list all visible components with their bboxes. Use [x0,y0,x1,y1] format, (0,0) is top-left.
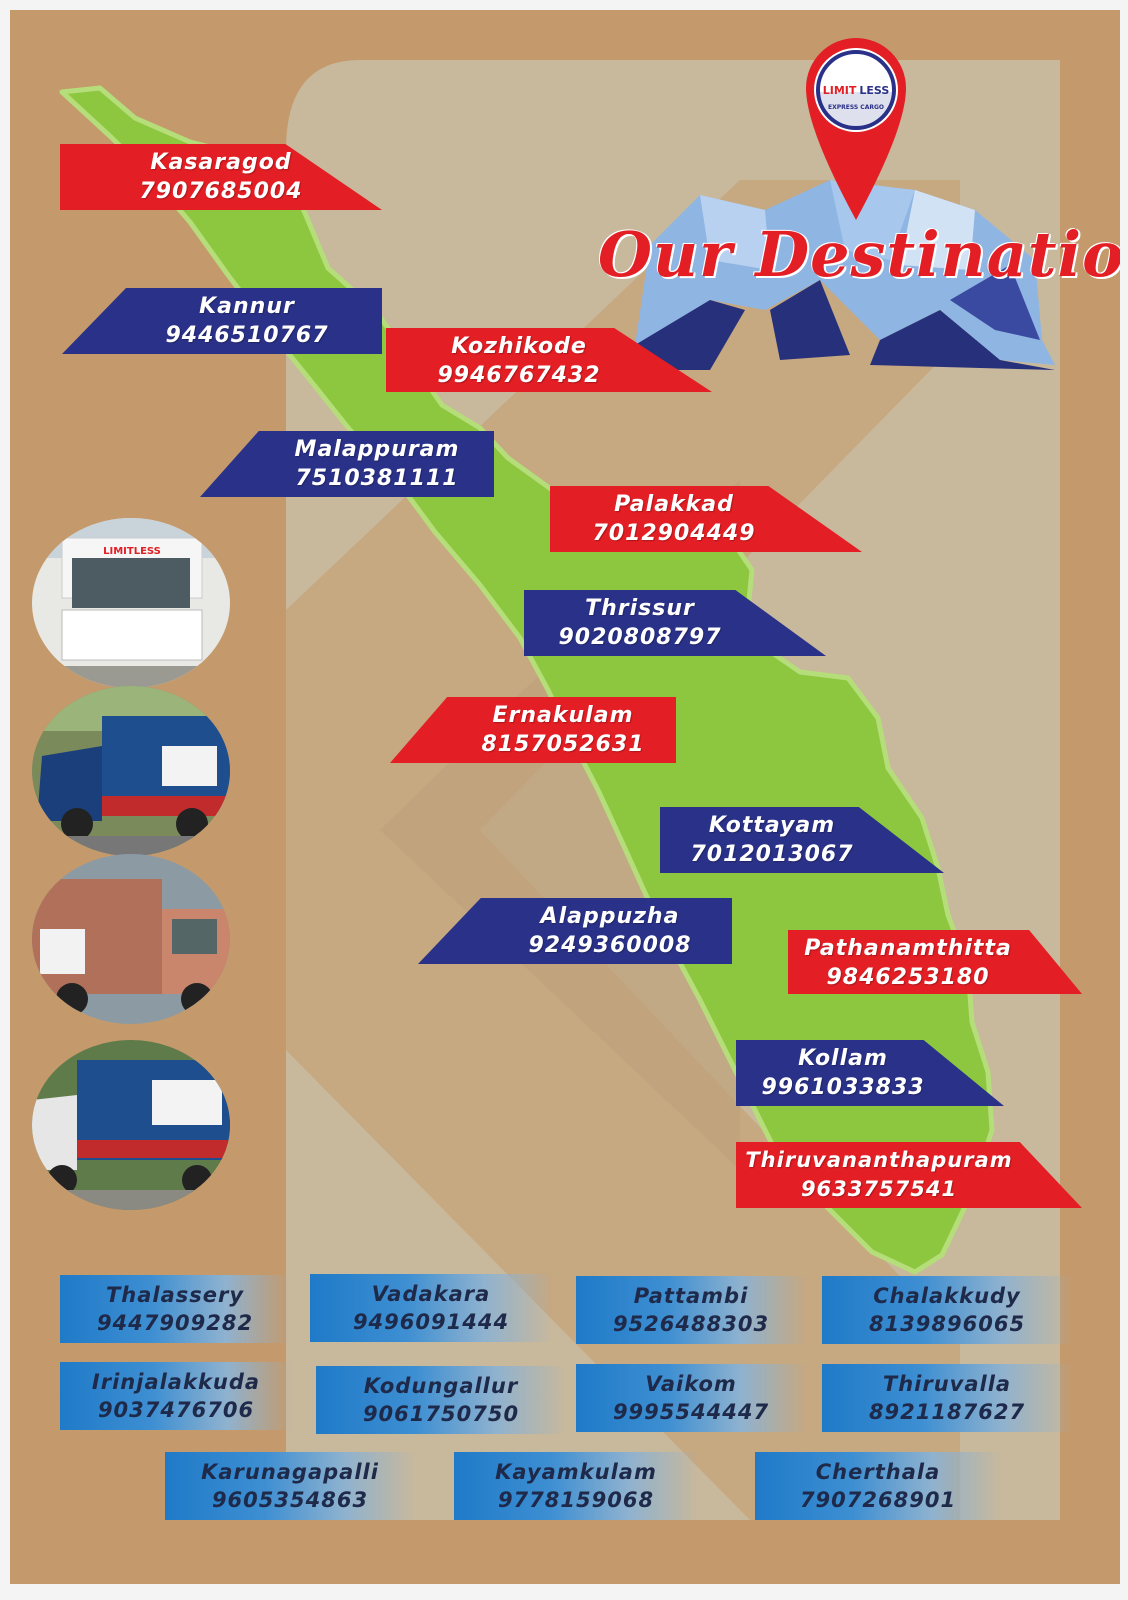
destination-tag-malappuram: Malappuram 7510381111 [200,431,494,497]
branch-box-cherthala: Cherthala 7907268901 [755,1452,1001,1520]
branch-box-vadakara: Vadakara 9496091444 [310,1274,552,1342]
branch-box-vaikom: Vaikom 9995544447 [576,1364,806,1432]
truck-photo-2 [32,686,230,856]
truck-photo-1: LIMITLESS [32,518,230,688]
logo-subtext: EXPRESS CARGO [828,104,884,111]
branch-box-thiruvalla: Thiruvalla 8921187627 [822,1364,1072,1432]
folded-map-graphic [635,180,1055,370]
branch-box-karunagapalli: Karunagapalli 9605354863 [165,1452,415,1520]
truck-photo-3 [32,854,230,1024]
page-title: Our Destinations [598,218,1120,291]
branch-box-kodungallur: Kodungallur 9061750750 [316,1366,566,1434]
branch-box-chalakkudy: Chalakkudy 8139896065 [822,1276,1072,1344]
branch-box-pattambi: Pattambi 9526488303 [576,1276,806,1344]
destination-tag-kottayam: Kottayam 7012013067 [660,807,944,873]
destination-tag-kannur: Kannur 9446510767 [62,288,382,354]
destination-tag-alappuzha: Alappuzha 9249360008 [418,898,732,964]
logo-text: LIMIT LESS [823,84,890,97]
kerala-map [59,85,995,1275]
branch-box-thalassery: Thalassery 9447909282 [60,1275,290,1343]
destinations-poster: LIMITLESS EXPRESS CARGO Our Destinations… [10,10,1120,1584]
destination-tag-pathanamthitta: Pathanamthitta 9846253180 [788,930,1082,994]
branch-box-kayamkulam: Kayamkulam 9778159068 [454,1452,698,1520]
branch-box-irinjalakkuda: Irinjalakkuda 9037476706 [60,1362,292,1430]
truck-photo-4 [32,1040,230,1210]
destination-tag-thiruvananthapuram: Thiruvananthapuram 9633757541 [736,1142,1082,1208]
location-pin-logo: LIMIT LESS EXPRESS CARGO [806,38,906,220]
svg-text:LIMITLESS: LIMITLESS [103,546,161,557]
